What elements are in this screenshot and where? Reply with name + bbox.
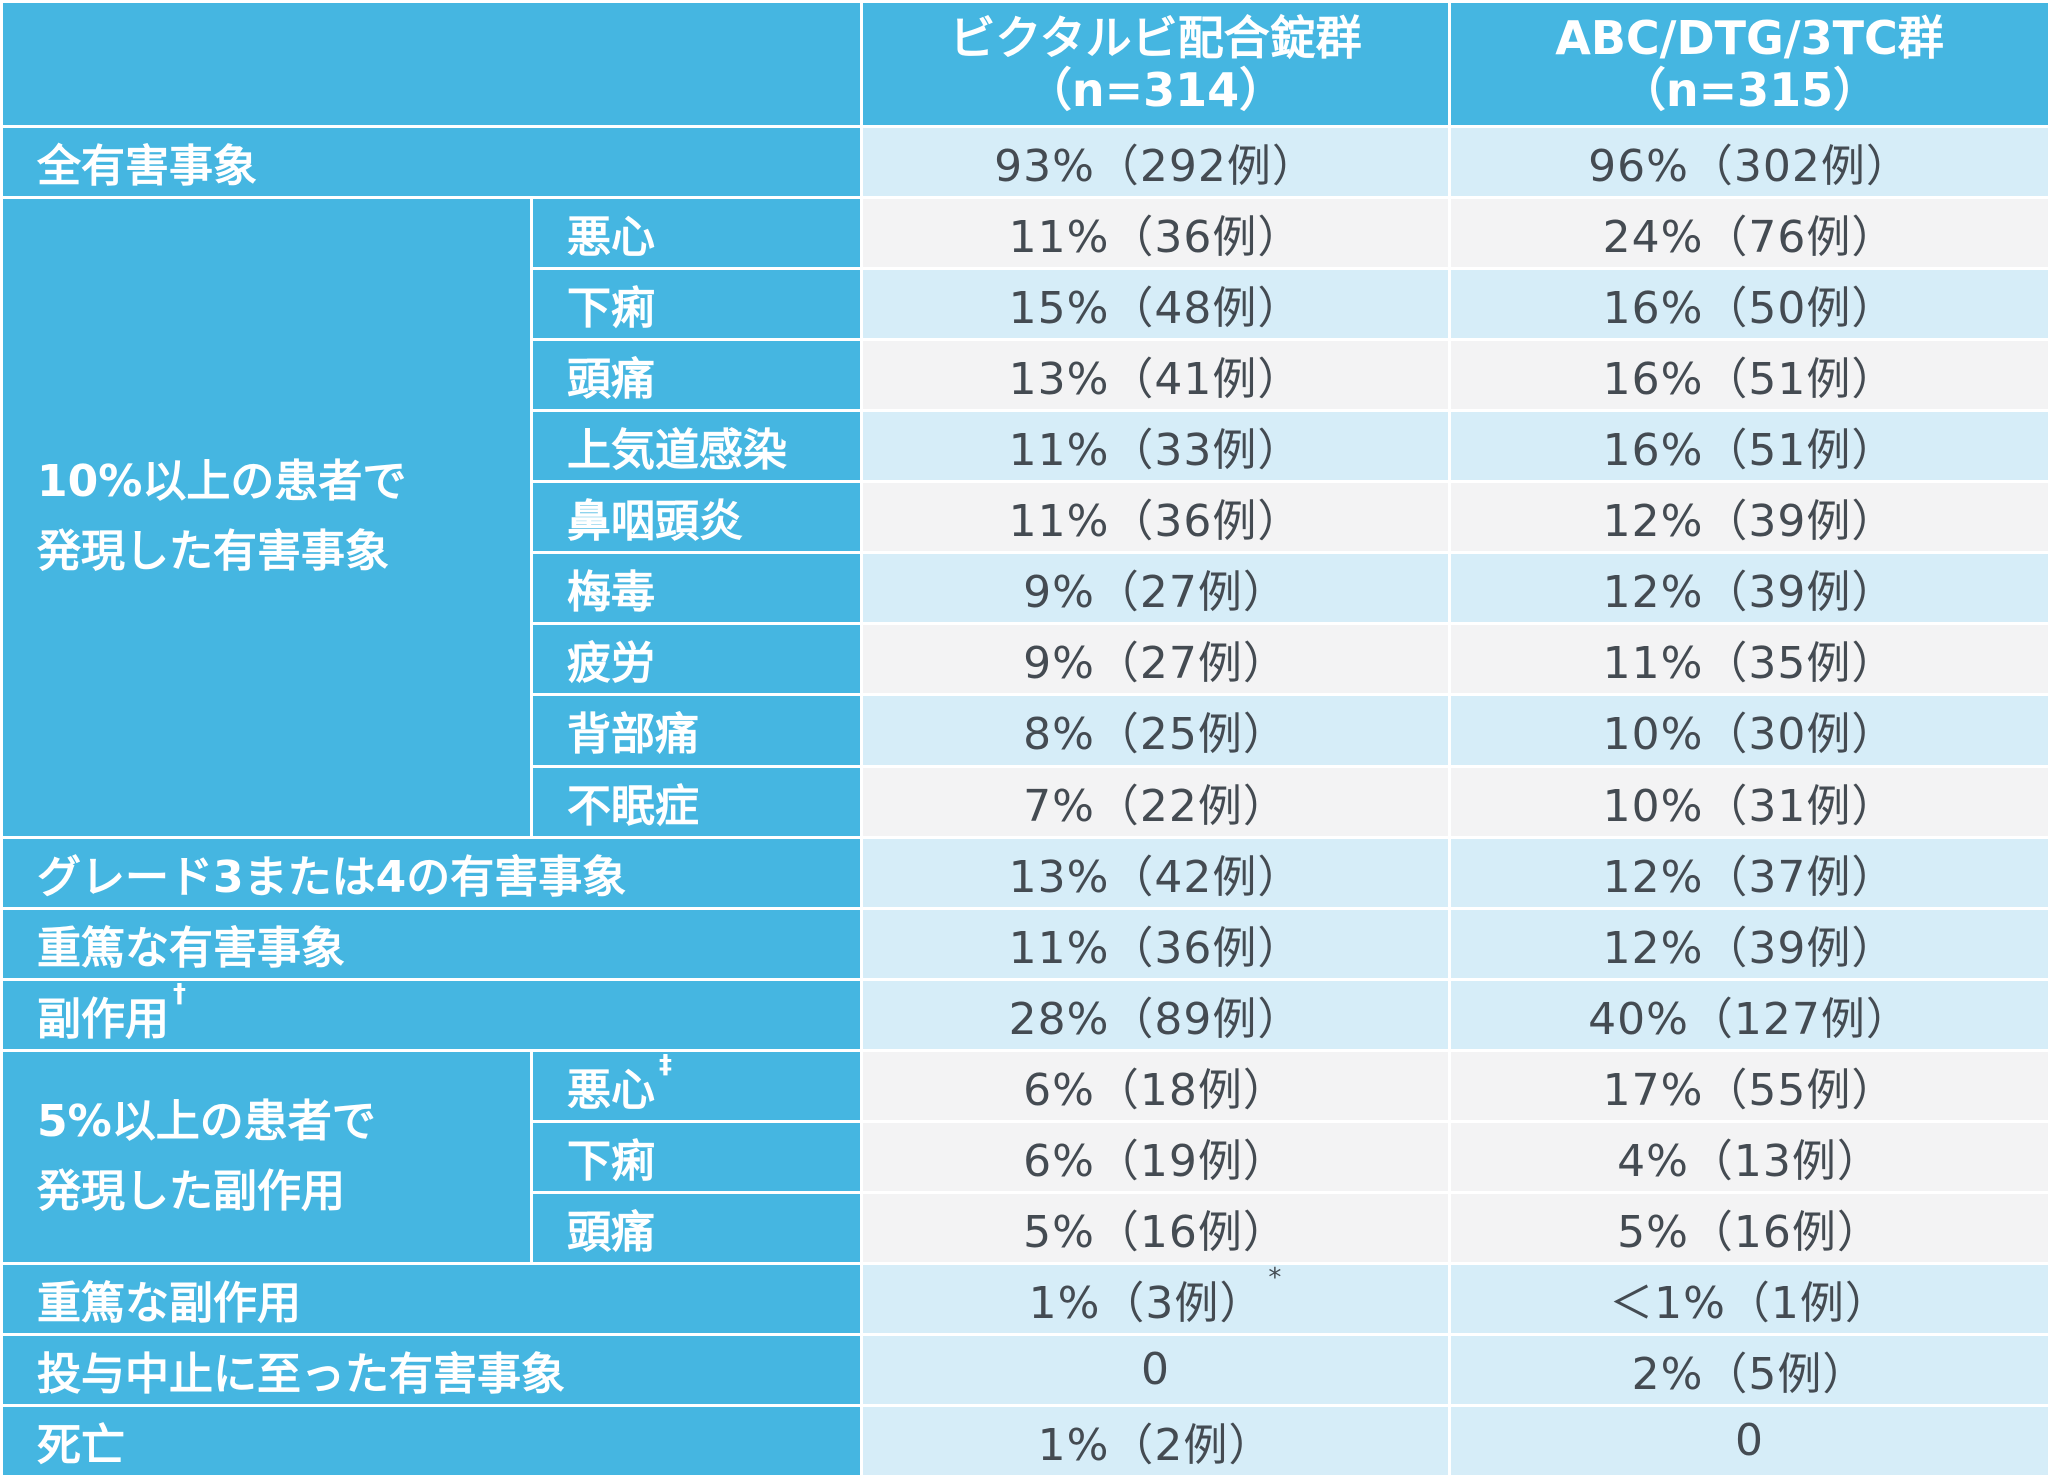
- value-abc-dtg-3tc: 0: [1448, 1403, 2048, 1478]
- header-abc-dtg-3tc-name: ABC/DTG/3TC群: [1555, 11, 1944, 66]
- row-label: 重篤な副作用: [0, 1261, 863, 1336]
- group-label-line: 10%以上の患者で: [37, 456, 407, 508]
- value-biktarvy: 13%（42例）: [860, 835, 1451, 910]
- value-abc-dtg-3tc: 12%（39例）: [1448, 906, 2048, 981]
- sub-label: 鼻咽頭炎: [530, 480, 863, 555]
- table-row: 副作用 † 28%（89例） 40%（127例）: [0, 977, 2048, 1052]
- header-biktarvy-name: ビクタルビ配合錠群: [949, 11, 1362, 66]
- value-abc-dtg-3tc: 10%（31例）: [1448, 764, 2048, 839]
- footnote-mark: ‡: [659, 1050, 672, 1080]
- table-row: 投与中止に至った有害事象 0 2%（5例）: [0, 1332, 2048, 1407]
- table-row: 重篤な副作用 1%（3例） * ＜1%（1例）: [0, 1261, 2048, 1336]
- value-abc-dtg-3tc: 12%（37例）: [1448, 835, 2048, 910]
- table-row: 頭痛 13%（41例） 16%（51例）: [2, 338, 2048, 413]
- sub-label: 頭痛: [530, 338, 863, 413]
- sub-label: 梅毒: [530, 551, 863, 626]
- value-biktarvy: 6%（18例）: [860, 1048, 1451, 1123]
- table-row: 背部痛 8%（25例） 10%（30例）: [2, 693, 2048, 768]
- sub-label: 疲労: [530, 622, 863, 697]
- table-row: グレード3または4の有害事象 13%（42例） 12%（37例）: [0, 835, 2048, 910]
- table-row: 重篤な有害事象 11%（36例） 12%（39例）: [0, 906, 2048, 981]
- value-biktarvy: 0: [860, 1332, 1451, 1407]
- table-row: 梅毒 9%（27例） 12%（39例）: [2, 551, 2048, 626]
- value-biktarvy: 11%（36例）: [860, 196, 1451, 271]
- value-biktarvy: 13%（41例）: [860, 338, 1451, 413]
- row-label: 重篤な有害事象: [0, 906, 863, 981]
- value-abc-dtg-3tc: 4%（13例）: [1448, 1119, 2048, 1194]
- value-biktarvy-with-note: 1%（3例） *: [860, 1261, 1451, 1336]
- value-biktarvy: 8%（25例）: [860, 693, 1451, 768]
- header-row: ビクタルビ配合錠群 （n=314） ABC/DTG/3TC群 （n=315）: [0, 0, 2048, 129]
- sub-label: 下痢: [530, 1119, 863, 1194]
- row-label: 副作用: [37, 993, 169, 1045]
- row-label: 全有害事象: [0, 125, 863, 200]
- value-abc-dtg-3tc: 5%（16例）: [1448, 1190, 2048, 1265]
- value-abc-dtg-3tc: 2%（5例）: [1448, 1332, 2048, 1407]
- header-blank-cell: [0, 0, 863, 129]
- value-abc-dtg-3tc: 96%（302例）: [1448, 125, 2048, 200]
- sub-label: 不眠症: [530, 764, 863, 839]
- value-biktarvy: 11%（33例）: [860, 409, 1451, 484]
- value-abc-dtg-3tc: ＜1%（1例）: [1448, 1261, 2048, 1336]
- sub-label: 頭痛: [530, 1190, 863, 1265]
- table-row: 上気道感染 11%（33例） 16%（51例）: [2, 409, 2048, 484]
- row-label-with-note: 副作用 †: [0, 977, 863, 1052]
- group-label-line: 発現した有害事象: [37, 526, 389, 578]
- value-abc-dtg-3tc: 10%（30例）: [1448, 693, 2048, 768]
- footnote-mark: *: [1268, 1263, 1283, 1293]
- value-biktarvy: 7%（22例）: [860, 764, 1451, 839]
- sub-label: 下痢: [530, 267, 863, 342]
- value-biktarvy: 28%（89例）: [860, 977, 1451, 1052]
- sub-label: 上気道感染: [530, 409, 863, 484]
- value-biktarvy: 1%（2例）: [860, 1403, 1451, 1478]
- table-row: 頭痛 5%（16例） 5%（16例）: [2, 1190, 2048, 1265]
- table-row: 5%以上の患者で 発現した副作用 悪心 ‡ 6%（18例） 17%（55例）: [0, 1048, 2048, 1265]
- group-label-10pct-adverse-events: 10%以上の患者で 発現した有害事象: [0, 196, 533, 839]
- table-row: 下痢 6%（19例） 4%（13例）: [2, 1119, 2048, 1194]
- header-abc-dtg-3tc-n: （n=315）: [1619, 63, 1880, 118]
- header-biktarvy-n: （n=314）: [1025, 63, 1286, 118]
- value-abc-dtg-3tc: 12%（39例）: [1448, 551, 2048, 626]
- sub-label: 背部痛: [530, 693, 863, 768]
- value-abc-dtg-3tc: 40%（127例）: [1448, 977, 2048, 1052]
- table-row: 全有害事象 93%（292例） 96%（302例）: [0, 125, 2048, 200]
- row-label: 投与中止に至った有害事象: [0, 1332, 863, 1407]
- value-biktarvy: 5%（16例）: [860, 1190, 1451, 1265]
- row-label: グレード3または4の有害事象: [0, 835, 863, 910]
- sub-label-with-note: 悪心 ‡: [530, 1048, 863, 1123]
- value-abc-dtg-3tc: 16%（50例）: [1448, 267, 2048, 342]
- table-row: 下痢 15%（48例） 16%（50例）: [2, 267, 2048, 342]
- header-biktarvy: ビクタルビ配合錠群 （n=314）: [860, 0, 1451, 129]
- sub-label: 悪心: [530, 196, 863, 271]
- value-biktarvy: 93%（292例）: [860, 125, 1451, 200]
- value-biktarvy: 6%（19例）: [860, 1119, 1451, 1194]
- sub-label: 悪心: [567, 1064, 655, 1116]
- value-biktarvy: 1%（3例）: [1028, 1277, 1265, 1329]
- value-biktarvy: 15%（48例）: [860, 267, 1451, 342]
- table-row: 死亡 1%（2例） 0: [0, 1403, 2048, 1478]
- value-abc-dtg-3tc: 12%（39例）: [1448, 480, 2048, 555]
- value-biktarvy: 9%（27例）: [860, 551, 1451, 626]
- group-label-line: 5%以上の患者で: [37, 1095, 376, 1147]
- table-row: 疲労 9%（27例） 11%（35例）: [2, 622, 2048, 697]
- table-row: 10%以上の患者で 発現した有害事象 悪心 11%（36例） 24%（76例）: [0, 196, 2048, 839]
- group-label-5pct-adverse-reactions: 5%以上の患者で 発現した副作用: [0, 1048, 533, 1265]
- table-row: 不眠症 7%（22例） 10%（31例）: [2, 764, 2048, 839]
- value-abc-dtg-3tc: 11%（35例）: [1448, 622, 2048, 697]
- value-biktarvy: 11%（36例）: [860, 906, 1451, 981]
- row-label: 死亡: [0, 1403, 863, 1478]
- value-abc-dtg-3tc: 16%（51例）: [1448, 338, 2048, 413]
- group-label-line: 発現した副作用: [37, 1165, 345, 1217]
- table-row: 鼻咽頭炎 11%（36例） 12%（39例）: [2, 480, 2048, 555]
- value-abc-dtg-3tc: 24%（76例）: [1448, 196, 2048, 271]
- value-biktarvy: 9%（27例）: [860, 622, 1451, 697]
- footnote-mark: †: [173, 979, 186, 1009]
- value-biktarvy: 11%（36例）: [860, 480, 1451, 555]
- value-abc-dtg-3tc: 17%（55例）: [1448, 1048, 2048, 1123]
- header-abc-dtg-3tc: ABC/DTG/3TC群 （n=315）: [1448, 0, 2048, 129]
- value-abc-dtg-3tc: 16%（51例）: [1448, 409, 2048, 484]
